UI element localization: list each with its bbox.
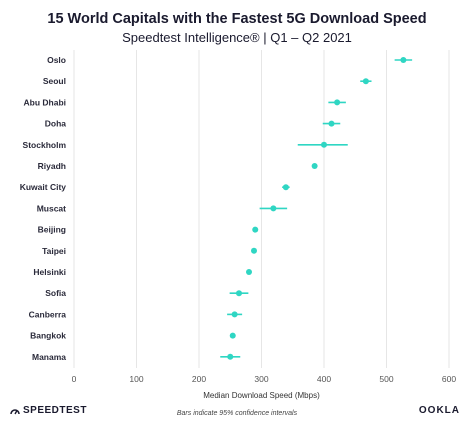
data-point xyxy=(282,184,289,191)
data-point xyxy=(251,247,257,254)
data-point xyxy=(229,332,236,339)
data-point xyxy=(328,120,335,127)
x-tick-label: 0 xyxy=(72,374,77,384)
data-point xyxy=(400,57,407,63)
speedtest-logo-text: SPEEDTEST xyxy=(23,405,87,416)
category-label: Beijing xyxy=(38,225,66,235)
category-label: Stockholm xyxy=(23,140,67,150)
category-label: Riyadh xyxy=(38,161,66,171)
ookla-logo: OOKLA xyxy=(418,405,460,416)
data-point xyxy=(311,163,318,169)
category-label: Canberra xyxy=(29,309,67,319)
x-tick-label: 500 xyxy=(379,374,393,384)
confidence-interval-note: Bars indicate 95% confidence intervals xyxy=(176,410,298,417)
speedometer-icon xyxy=(10,408,20,414)
data-point xyxy=(246,269,252,275)
data-point xyxy=(231,311,238,318)
data-point xyxy=(334,99,341,106)
category-label: Seoul xyxy=(43,76,66,86)
chart-title: 15 World Capitals with the Fastest 5G Do… xyxy=(47,11,427,27)
category-label: Manama xyxy=(32,352,66,362)
category-label: Helsinki xyxy=(33,267,66,277)
data-point xyxy=(270,205,277,212)
category-label: Kuwait City xyxy=(20,182,67,192)
speedtest-logo: SPEEDTEST xyxy=(10,405,87,416)
category-label: Bangkok xyxy=(30,331,66,341)
x-tick-label: 600 xyxy=(442,374,456,384)
category-label: Taipei xyxy=(42,246,66,256)
x-tick-label: 400 xyxy=(317,374,331,384)
data-point xyxy=(227,353,234,360)
category-label: Sofia xyxy=(45,288,66,298)
data-point xyxy=(236,290,242,297)
chart-subtitle: Speedtest Intelligence® | Q1 – Q2 2021 xyxy=(122,30,352,45)
category-label: Muscat xyxy=(37,203,66,213)
data-point xyxy=(362,78,369,85)
category-label: Doha xyxy=(45,119,67,129)
data-point xyxy=(252,226,259,233)
x-tick-label: 100 xyxy=(129,374,143,384)
category-label: Oslo xyxy=(47,55,66,65)
x-axis-title: Median Download Speed (Mbps) xyxy=(203,391,320,400)
x-tick-label: 300 xyxy=(254,374,268,384)
data-point xyxy=(321,141,327,148)
x-tick-label: 200 xyxy=(192,374,206,384)
category-label: Abu Dhabi xyxy=(24,97,67,107)
